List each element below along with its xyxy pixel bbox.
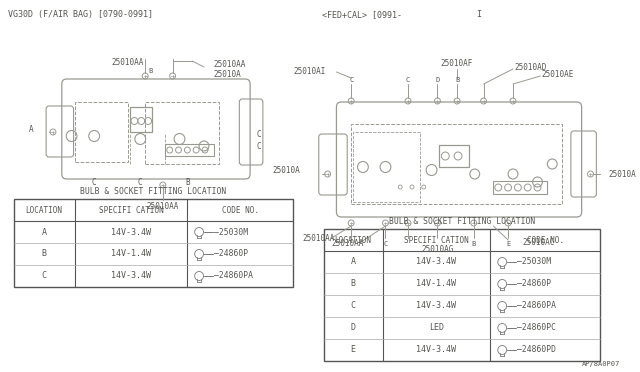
Bar (74, 102, 129, 162)
Text: BULB & SOCKET FITTING LOCATION: BULB & SOCKET FITTING LOCATION (389, 217, 535, 226)
Text: B: B (472, 241, 476, 247)
Text: 25010AC: 25010AC (523, 237, 555, 247)
Bar (351, 124, 562, 204)
Text: 25010AA: 25010AA (214, 60, 246, 68)
Text: BULB & SOCKET FITTING LOCATION: BULB & SOCKET FITTING LOCATION (81, 187, 227, 196)
Text: 25010AE: 25010AE (542, 70, 574, 78)
Text: 25010AG: 25010AG (421, 246, 454, 254)
Text: D: D (435, 77, 440, 83)
Text: C: C (351, 301, 356, 311)
Text: 25010AA: 25010AA (302, 234, 335, 243)
Text: I: I (476, 10, 481, 19)
Text: —25030M: —25030M (517, 257, 551, 266)
Text: 14V-3.4W: 14V-3.4W (111, 228, 151, 237)
Text: —24860P: —24860P (517, 279, 551, 289)
Text: VG30D (F/AIR BAG) [0790-0991]: VG30D (F/AIR BAG) [0790-0991] (8, 10, 153, 19)
Text: —25030M: —25030M (214, 228, 248, 237)
Text: 25010AI: 25010AI (294, 67, 326, 76)
Text: LED: LED (429, 324, 444, 333)
Text: E: E (506, 241, 510, 247)
Text: <FED+CAL> [0991-: <FED+CAL> [0991- (322, 10, 402, 19)
Text: SPECIFI CATION: SPECIFI CATION (99, 205, 163, 215)
Bar (131, 107, 152, 132)
Text: —24860PA: —24860PA (214, 272, 253, 280)
Text: 25010A: 25010A (214, 70, 241, 78)
Text: 25010AD: 25010AD (515, 62, 547, 71)
Text: E: E (351, 346, 356, 355)
Text: 25010A: 25010A (273, 166, 300, 174)
Text: —24860PA: —24860PA (517, 301, 556, 311)
Text: B: B (42, 250, 47, 259)
Text: C: C (42, 272, 47, 280)
Bar (164, 144, 214, 156)
Text: —24860PD: —24860PD (517, 346, 556, 355)
Text: 25010AA: 25010AA (111, 58, 144, 67)
Text: B: B (351, 279, 356, 289)
Bar (145, 102, 219, 164)
Text: C: C (92, 177, 97, 186)
Text: 14V-3.4W: 14V-3.4W (417, 346, 456, 355)
Text: 14V-1.4W: 14V-1.4W (417, 279, 456, 289)
Bar (493, 181, 547, 194)
Text: CODE NO.: CODE NO. (527, 235, 564, 244)
Bar (440, 145, 469, 167)
Text: C: C (349, 77, 353, 83)
Text: C: C (406, 77, 410, 83)
Text: LOCATION: LOCATION (335, 235, 372, 244)
Text: C: C (257, 141, 261, 151)
Text: A: A (351, 257, 356, 266)
Text: SPECIFI CATION: SPECIFI CATION (404, 235, 469, 244)
Bar (324, 229, 600, 361)
Text: 14V-3.4W: 14V-3.4W (417, 301, 456, 311)
Text: A: A (42, 228, 47, 237)
Text: 25010AF: 25010AF (441, 58, 473, 67)
Text: 14V-3.4W: 14V-3.4W (417, 257, 456, 266)
Text: D: D (351, 324, 356, 333)
Text: 25010AA: 25010AA (332, 240, 364, 248)
Text: C: C (257, 129, 261, 138)
Text: B: B (185, 177, 189, 186)
Text: CODE NO.: CODE NO. (222, 205, 259, 215)
Text: A: A (29, 125, 34, 134)
Text: LOCATION: LOCATION (26, 205, 63, 215)
Text: C: C (138, 177, 143, 186)
Text: AP/8A0P07: AP/8A0P07 (582, 361, 620, 367)
Text: —24860P: —24860P (214, 250, 248, 259)
Text: 14V-3.4W: 14V-3.4W (111, 272, 151, 280)
Text: B: B (148, 68, 152, 74)
Bar (13, 199, 293, 287)
Text: 14V-1.4W: 14V-1.4W (111, 250, 151, 259)
Bar (353, 132, 420, 202)
Text: C: C (383, 241, 388, 247)
Text: B: B (455, 77, 460, 83)
Text: 25010A: 25010A (608, 170, 636, 179)
Text: 25010AA: 25010AA (147, 202, 179, 211)
Text: —24860PC: —24860PC (517, 324, 556, 333)
